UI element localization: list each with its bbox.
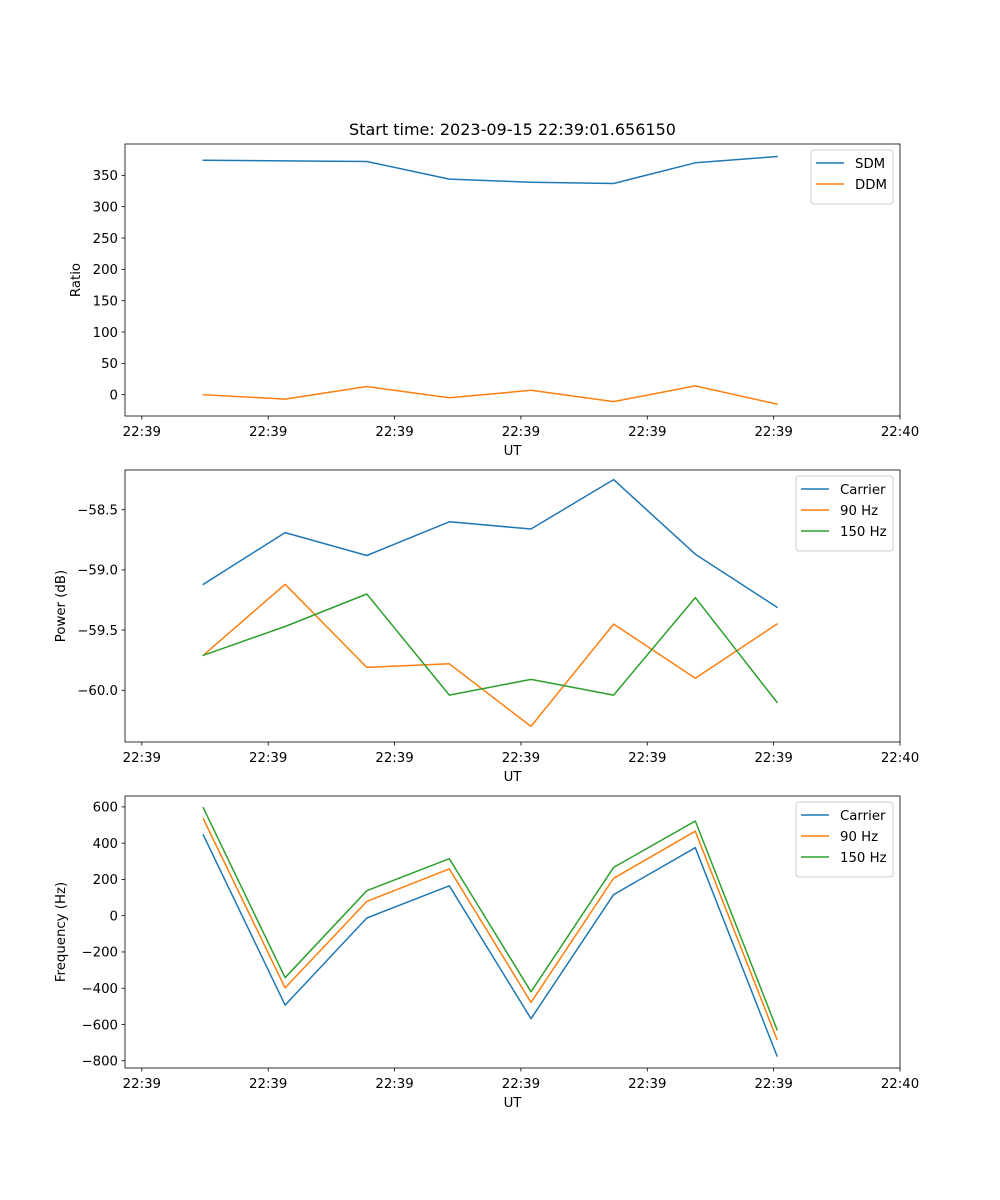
legend-label: SDM [855,157,885,172]
y-tick-label: −400 [81,982,118,997]
y-tick-label: 300 [93,200,118,215]
x-tick-label: 22:40 [881,751,919,766]
chart-panel-1: Start time: 2023-09-15 22:39:01.656150 22… [69,120,919,459]
y-tick-label: −200 [81,946,118,961]
x-tick-label: 22:39 [502,751,540,766]
y-tick-label: 50 [101,357,118,372]
y-tick-label: 200 [93,263,118,278]
x-tick-label: 22:40 [881,425,919,440]
axes-frame [124,143,901,417]
series-line-ddm [202,385,778,405]
y-tick-label: −800 [81,1055,118,1070]
x-axis-label: UT [504,770,523,785]
chart-panel-3: 22:39 22:39 22:39 22:39 22:39 22:39 22:40 −800 −… [54,795,919,1111]
legend-box [795,801,894,878]
x-tick-label: 22:39 [375,1077,413,1092]
series-line-carrier [202,478,779,609]
axes-frame [124,469,901,743]
y-tick-label: −600 [81,1018,118,1033]
legend-label: 150 Hz [840,525,887,540]
y-tick-label: 0 [110,388,118,403]
x-tick-label: 22:39 [375,751,413,766]
y-tick-label: 150 [93,294,118,309]
legend-label: Carrier [840,809,886,824]
y-axis-label: Frequency (Hz) [54,882,69,982]
legend-label: 90 Hz [840,830,878,845]
x-tick-label: 22:39 [754,425,792,440]
x-tick-label: 22:39 [123,425,161,440]
x-axis-label: UT [504,1096,523,1111]
chart-title: Start time: 2023-09-15 22:39:01.656150 [349,120,676,139]
axes-frame [124,795,901,1069]
y-axis-label: Ratio [69,263,84,297]
y-tick-label: 400 [93,837,118,852]
y-tick-label: −60.0 [77,684,118,699]
x-tick-label: 22:39 [754,751,792,766]
legend-label: DDM [855,178,887,193]
y-tick-label: −59.0 [77,564,118,579]
x-tick-label: 22:40 [881,1077,919,1092]
legend: Carrier 90 Hz 150 Hz [795,801,894,878]
y-tick-label: 350 [93,169,118,184]
x-tick-label: 22:39 [502,1077,540,1092]
y-tick-label: 0 [110,909,118,924]
x-tick-label: 22:39 [249,425,287,440]
y-tick-label: 100 [93,326,118,341]
chart-panel-2: 22:39 22:39 22:39 22:39 22:39 22:39 22:40 −60.0… [54,469,919,785]
x-tick-label: 22:39 [628,425,666,440]
series-line-150-hz [202,806,778,1031]
x-tick-label: 22:39 [249,1077,287,1092]
legend-box [795,475,894,552]
y-tick-label: −59.5 [77,624,118,639]
series-line-sdm [202,155,778,185]
series-line-carrier [202,833,778,1057]
legend: Carrier 90 Hz 150 Hz [795,475,894,552]
legend-label: 150 Hz [840,851,887,866]
x-tick-label: 22:39 [375,425,413,440]
x-tick-label: 22:39 [123,751,161,766]
series-line-150-hz [202,593,779,704]
y-tick-label: 600 [93,801,118,816]
x-tick-label: 22:39 [754,1077,792,1092]
x-axis-label: UT [504,444,523,459]
legend-label: 90 Hz [840,504,878,519]
y-tick-label: 200 [93,873,118,888]
x-tick-label: 22:39 [502,425,540,440]
y-tick-label: 250 [93,232,118,247]
legend-label: Carrier [840,483,886,498]
series-line-90-hz [202,817,778,1041]
x-tick-label: 22:39 [249,751,287,766]
y-axis-label: Power (dB) [54,570,69,642]
x-tick-label: 22:39 [628,1077,666,1092]
legend: SDM DDM [810,149,894,205]
x-tick-label: 22:39 [628,751,666,766]
series-line-90-hz [202,583,779,728]
y-tick-label: −58.5 [77,504,118,519]
x-tick-label: 22:39 [123,1077,161,1092]
